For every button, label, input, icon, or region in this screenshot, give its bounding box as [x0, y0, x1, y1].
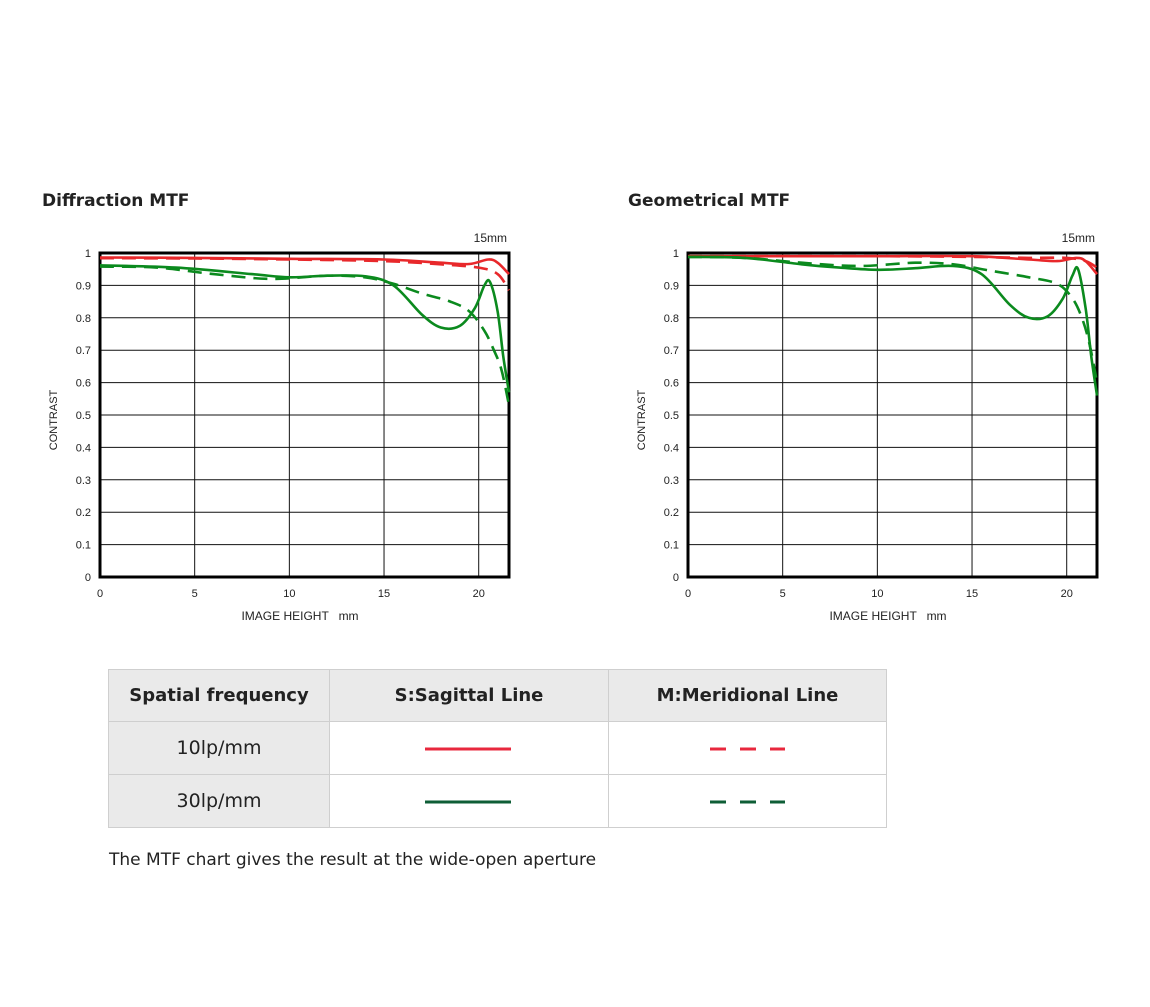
diffraction-chart-title: Diffraction MTF	[42, 191, 190, 211]
plot-frame	[98, 251, 511, 579]
y-tick-label: 0.4	[664, 442, 679, 454]
legend-row-30lp: 30lp/mm	[108, 774, 887, 828]
plot-frame	[686, 251, 1099, 579]
series-line	[687, 254, 1098, 275]
dashed-line-sample-30lp	[709, 800, 785, 803]
y-tick-label: 0.6	[76, 378, 91, 390]
y-tick-label: 0.8	[76, 313, 91, 325]
series-line	[99, 256, 511, 292]
x-tick-label: 10	[871, 588, 883, 600]
legend-table: Spatial frequency S:Sagittal Line M:Meri…	[108, 669, 887, 828]
dashed-line-sample-10lp	[709, 747, 785, 750]
sample-cell-30lp-sagittal	[329, 774, 609, 828]
y-tick-label: 0.4	[76, 442, 91, 454]
y-tick-label: 0	[673, 572, 679, 584]
x-axis-label: IMAGE HEIGHT mm	[829, 609, 946, 623]
y-tick-label: 0.5	[664, 410, 679, 422]
series-line	[99, 264, 511, 393]
x-tick-label: 0	[97, 588, 103, 600]
header-sagittal-line: S:Sagittal Line	[329, 669, 609, 722]
y-tick-label: 0.7	[664, 345, 679, 357]
y-tick-label: 0.9	[76, 280, 91, 292]
sample-cell-30lp-meridional	[608, 774, 887, 828]
legend-header-row: Spatial frequency S:Sagittal Line M:Meri…	[108, 669, 887, 722]
y-tick-label: 0.8	[664, 313, 679, 325]
frequency-10lp: 10lp/mm	[108, 721, 330, 775]
footnote: The MTF chart gives the result at the wi…	[109, 850, 597, 870]
y-axis-label: CONTRAST	[48, 389, 60, 450]
legend-row-10lp: 10lp/mm	[108, 721, 887, 775]
sample-cell-10lp-meridional	[608, 721, 887, 775]
y-tick-label: 0	[85, 572, 91, 584]
y-tick-label: 0.9	[664, 280, 679, 292]
x-tick-label: 5	[780, 588, 786, 600]
y-tick-label: 0.2	[76, 507, 91, 519]
series-line	[687, 254, 1098, 269]
y-tick-label: 0.5	[76, 410, 91, 422]
frequency-30lp: 30lp/mm	[108, 774, 330, 828]
diffraction-mtf-chart: 00.10.20.30.40.50.60.70.80.910 5 10 15 2015m…	[48, 231, 511, 623]
y-tick-label: 0.1	[76, 540, 91, 552]
y-tick-label: 0.2	[664, 507, 679, 519]
solid-line-sample-30lp	[425, 800, 511, 803]
y-tick-label: 0.1	[664, 540, 679, 552]
y-tick-label: 0.3	[664, 475, 679, 487]
header-spatial-frequency: Spatial frequency	[108, 669, 330, 722]
header-meridional-line: M:Meridional Line	[608, 669, 887, 722]
solid-line-sample-10lp	[425, 747, 511, 750]
focal-length-annotation: 15mm	[474, 231, 507, 245]
x-tick-label: 10	[283, 588, 295, 600]
y-tick-label: 0.7	[76, 345, 91, 357]
x-tick-label: 15	[378, 588, 390, 600]
sample-cell-10lp-sagittal	[329, 721, 609, 775]
series-line	[99, 265, 511, 406]
geometrical-mtf-chart: 00.10.20.30.40.50.60.70.80.910 5 10 15 2015m…	[636, 231, 1099, 623]
x-tick-label: 20	[473, 588, 485, 600]
focal-length-annotation: 15mm	[1062, 231, 1095, 245]
geometrical-chart-title: Geometrical MTF	[628, 191, 791, 211]
series-line	[687, 255, 1099, 396]
y-tick-label: 0.6	[664, 378, 679, 390]
x-tick-label: 0	[685, 588, 691, 600]
series-line	[99, 256, 510, 276]
x-tick-label: 5	[192, 588, 198, 600]
series-line	[687, 255, 1099, 383]
y-axis-label: CONTRAST	[636, 389, 648, 450]
x-axis-label: IMAGE HEIGHT mm	[241, 609, 358, 623]
y-tick-label: 1	[673, 248, 679, 260]
y-tick-label: 1	[85, 248, 91, 260]
y-tick-label: 0.3	[76, 475, 91, 487]
x-tick-label: 20	[1061, 588, 1073, 600]
x-tick-label: 15	[966, 588, 978, 600]
